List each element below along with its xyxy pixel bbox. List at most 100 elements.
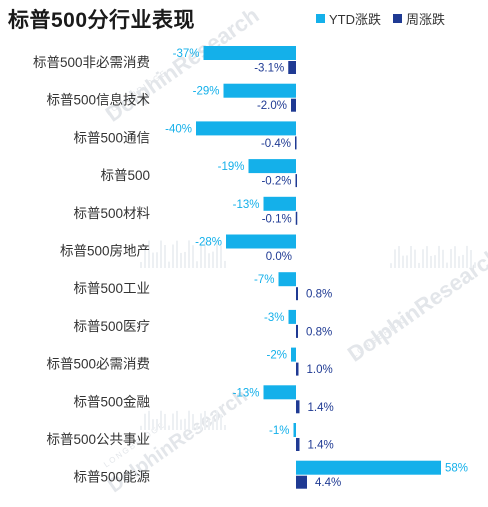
- watermark-wave-bar: [184, 418, 186, 430]
- watermark-wave-bar: [466, 245, 468, 268]
- ytd-value-label: -28%: [195, 237, 222, 249]
- legend-item-ytd: YTD涨跌: [316, 9, 381, 28]
- watermark-wave-bar: [196, 261, 198, 268]
- watermark-wave-bar: [172, 413, 174, 430]
- watermark-wave-bar: [156, 418, 158, 430]
- category-label: 标普500医疗: [73, 319, 150, 334]
- watermark-wave-bar: [148, 410, 150, 430]
- category-label: 标普500信息技术: [46, 92, 150, 108]
- weekly-bar: [296, 475, 307, 489]
- ytd-value-label: 58%: [445, 463, 468, 475]
- category-label: 标普500能源: [73, 470, 150, 485]
- watermark-wave-bar: [224, 260, 226, 268]
- watermark-wave-bar: [200, 244, 202, 268]
- ytd-bar: [263, 385, 296, 400]
- ytd-value-label: -13%: [233, 387, 260, 399]
- watermark-wave-bar: [144, 413, 146, 430]
- watermark-wave-bar: [140, 425, 142, 430]
- watermark-wave-bar: [200, 413, 202, 430]
- watermark-wave-bar: [148, 240, 150, 268]
- weekly-bar: [296, 362, 299, 376]
- watermark-wave-bar: [196, 425, 198, 430]
- watermark-wave-bar: [172, 244, 174, 268]
- ytd-value-label: -40%: [165, 123, 192, 135]
- category-label: 标普500材料: [73, 206, 150, 221]
- weekly-bar: [296, 400, 300, 414]
- watermark-wave-bar: [208, 419, 210, 430]
- legend-item-weekly: 周涨跌: [393, 9, 445, 28]
- ytd-bar: [248, 159, 296, 174]
- watermark-wave-bar: [442, 249, 444, 268]
- ytd-bar: [293, 423, 296, 437]
- watermark-wave-bar: [188, 240, 190, 268]
- legend-label-weekly: 周涨跌: [406, 12, 446, 27]
- watermark-wave-bar: [156, 252, 158, 268]
- watermark-wave-bar: [176, 240, 178, 268]
- watermark-wave-bar: [192, 245, 194, 268]
- weekly-value-label: 4.4%: [315, 477, 341, 489]
- watermark-wave-bar: [398, 246, 400, 268]
- ytd-value-label: -19%: [218, 161, 245, 173]
- ytd-bar: [223, 83, 296, 98]
- watermark-wave-bar: [458, 256, 460, 268]
- weekly-value-label: 1.4%: [308, 402, 334, 414]
- category-label: 标普500非必需消费: [33, 55, 150, 70]
- ytd-value-label: -7%: [254, 274, 274, 286]
- watermark-wave-bar: [184, 251, 186, 268]
- watermark-wave-bar: [192, 414, 194, 430]
- watermark-wave-bar: [212, 251, 214, 268]
- watermark-wave-bar: [152, 252, 154, 268]
- ytd-value-label: -29%: [193, 86, 220, 98]
- watermark-wave-bar: [394, 249, 396, 268]
- watermark-wave-bar: [144, 244, 146, 268]
- weekly-bar: [295, 211, 298, 225]
- weekly-bar: [296, 438, 300, 451]
- ytd-bar: [226, 234, 296, 249]
- weekly-value-label: -3.1%: [254, 63, 284, 75]
- watermark-wave-bar: [410, 245, 412, 268]
- weekly-value-label: -2.0%: [257, 100, 287, 112]
- watermark-wave-bar: [406, 255, 408, 268]
- ytd-bar: [296, 460, 441, 475]
- weekly-bar: [295, 136, 297, 150]
- weekly-value-label: 0.0%: [266, 251, 292, 263]
- ytd-value-label: -1%: [269, 425, 289, 437]
- watermark-wave-bar: [474, 262, 476, 268]
- category-label: 标普500: [100, 168, 150, 183]
- ytd-bar: [278, 272, 296, 287]
- weekly-bar: [295, 174, 297, 188]
- watermark-wave-bar: [220, 414, 222, 430]
- watermark-wave-bar: [454, 246, 456, 268]
- watermark-wave-bar: [160, 240, 162, 268]
- legend: YTD涨跌 周涨跌: [316, 9, 457, 28]
- watermark-wave-bar: [446, 262, 448, 268]
- watermark-wave-bar: [422, 249, 424, 268]
- weekly-bar: [296, 324, 298, 338]
- watermark-wave-bar: [208, 253, 210, 268]
- watermark-wave-bar: [204, 410, 206, 430]
- weekly-value-label: 0.8%: [306, 326, 332, 338]
- watermark-wave-bar: [224, 425, 226, 430]
- ytd-bar: [263, 196, 296, 211]
- watermark-wave-bar: [220, 245, 222, 268]
- watermark-wave-bar: [390, 263, 392, 268]
- ytd-bar: [291, 347, 296, 362]
- watermark-wave-bar: [160, 410, 162, 430]
- watermark-wave-bar: [180, 419, 182, 430]
- ytd-value-label: -37%: [173, 48, 200, 60]
- watermark-wave-bar: [414, 249, 416, 268]
- chart-title: 标普500分行业表现: [8, 9, 196, 32]
- watermark-wave-bar: [164, 413, 166, 430]
- watermark-wave-bar: [470, 249, 472, 268]
- category-label: 标普500通信: [73, 130, 150, 145]
- ytd-value-label: -2%: [267, 350, 287, 362]
- weekly-value-label: -0.4%: [261, 138, 291, 150]
- weekly-value-label: 1.0%: [307, 364, 333, 376]
- legend-swatch-ytd: [316, 14, 325, 23]
- watermark-wave-bar: [212, 418, 214, 430]
- watermark-wave-bar: [450, 249, 452, 268]
- watermark-wave-bar: [176, 410, 178, 430]
- weekly-value-label: 1.4%: [308, 440, 334, 452]
- category-label: 标普500工业: [73, 281, 150, 296]
